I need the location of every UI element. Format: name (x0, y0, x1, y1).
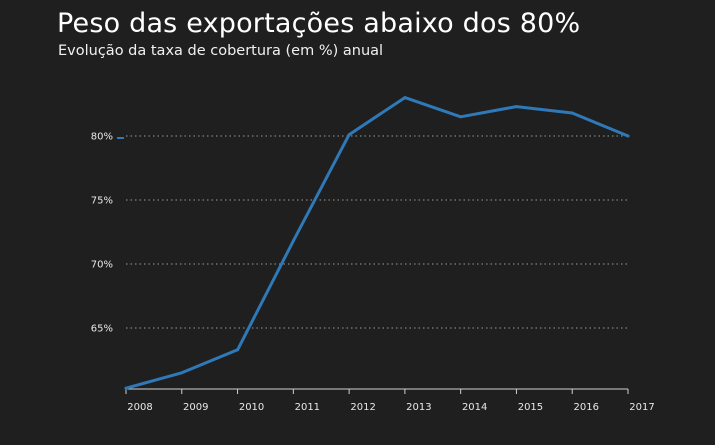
y-tick-labels: 65% 70% 75% 80% (91, 132, 113, 335)
data-point-2012 (347, 133, 351, 137)
x-tick-label-2014: 2014 (462, 402, 487, 413)
x-axis (125, 388, 629, 394)
data-point-2013 (403, 96, 407, 100)
x-tick-label-2015: 2015 (518, 402, 543, 413)
y-tick-label-70: 70% (91, 260, 113, 271)
x-tick-labels: 2008 2009 2010 2011 2012 2013 2014 2015 2016 2017 (127, 402, 654, 413)
x-tick-label-2013: 2013 (406, 402, 431, 413)
chart-title: Peso das exportações abaixo dos 80% (57, 8, 581, 39)
data-point-2016 (570, 111, 574, 115)
data-point-2014 (459, 115, 463, 119)
y-tick-label-65: 65% (91, 324, 113, 335)
y-tick-label-75: 75% (91, 196, 113, 207)
x-tick-label-2011: 2011 (295, 402, 320, 413)
y-tick-label-80: 80% (91, 132, 113, 143)
chart-subtitle: Evolução da taxa de cobertura (em %) anu… (58, 43, 384, 59)
gridlines (117, 135, 628, 329)
x-tick-label-2012: 2012 (350, 402, 375, 413)
data-point-2015 (514, 105, 518, 109)
data-point-2010 (236, 348, 240, 352)
series-line-0 (124, 96, 630, 390)
x-tick-label-2009: 2009 (183, 402, 208, 413)
x-tick-label-2008: 2008 (127, 402, 152, 413)
x-tick-label-2016: 2016 (573, 402, 598, 413)
data-point-2011 (291, 239, 295, 243)
data-point-2009 (180, 371, 184, 375)
data-point-2017 (626, 134, 630, 138)
x-tick-label-2010: 2010 (239, 402, 264, 413)
series (124, 96, 630, 390)
x-tick-label-2017: 2017 (629, 402, 654, 413)
data-point-2008 (124, 386, 128, 390)
